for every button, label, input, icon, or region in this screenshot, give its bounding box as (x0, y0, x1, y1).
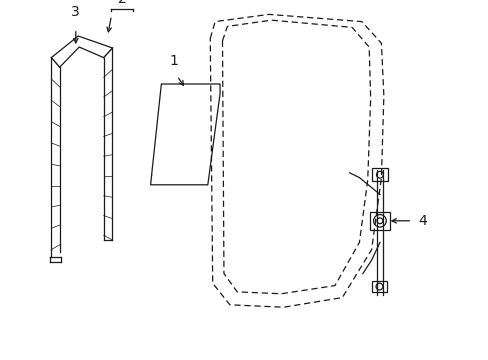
Text: 2: 2 (118, 0, 126, 6)
Bar (369, 212, 389, 230)
Text: 1: 1 (169, 54, 178, 68)
Text: 3: 3 (71, 5, 80, 19)
Text: 4: 4 (417, 214, 426, 228)
Bar (371, 281, 386, 292)
Bar (371, 168, 387, 181)
